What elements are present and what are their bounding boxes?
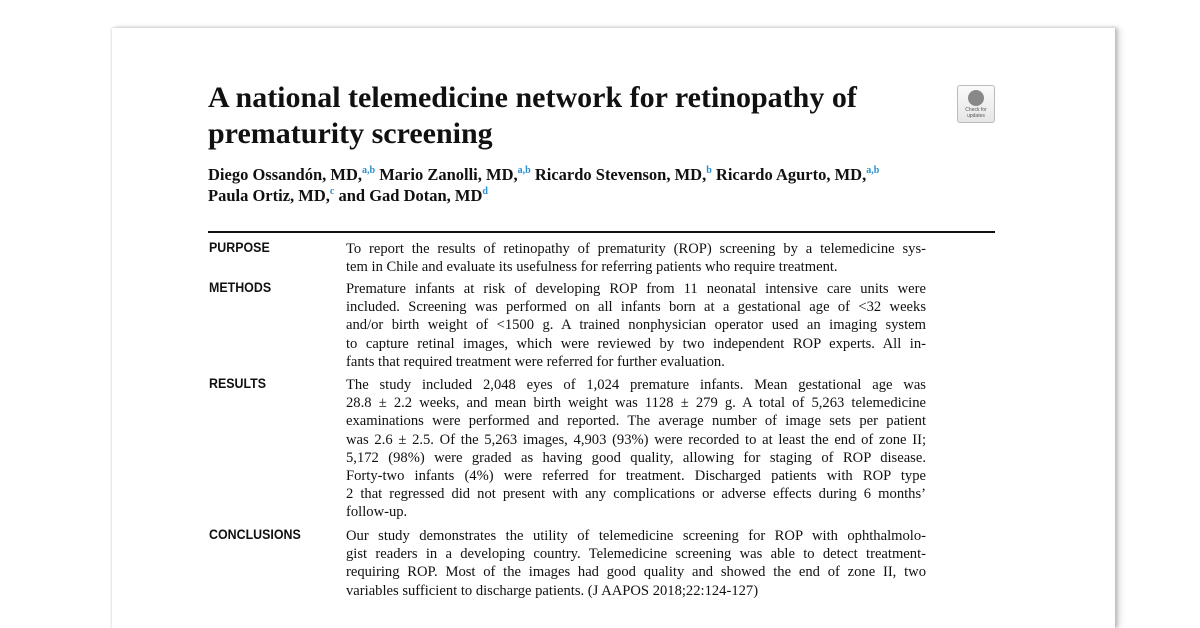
article-title: A national telemedicine network for reti…	[208, 80, 857, 152]
check-for-updates-button[interactable]: Check for updates	[957, 85, 995, 123]
title-line: prematurity screening	[208, 117, 493, 150]
text-line: follow-up.	[346, 504, 408, 521]
author: Mario Zanolli, MD,a,b	[379, 165, 531, 184]
section-text: Premature infants at risk of developing …	[346, 280, 926, 371]
section-label: PURPOSE	[209, 240, 270, 255]
divider	[208, 231, 995, 233]
text-line: gist readers in a developing country. Te…	[346, 546, 926, 563]
author: Ricardo Stevenson, MD,b	[534, 165, 712, 184]
author: Paula Ortiz, MD,c	[208, 186, 335, 205]
section-text: Our study demonstrates the utility of te…	[346, 527, 926, 600]
section-text: To report the results of retinopathy of …	[346, 240, 926, 276]
check-for-updates-icon	[968, 90, 984, 106]
text-line: and/or birth weight of <1500 g. A traine…	[346, 317, 926, 334]
section-label: CONCLUSIONS	[209, 527, 301, 542]
text-line: 28.8 ± 2.2 weeks, and mean birth weight …	[346, 395, 926, 412]
section-text: The study included 2,048 eyes of 1,024 p…	[346, 376, 926, 522]
title-line: A national telemedicine network for reti…	[208, 81, 857, 114]
paper-page	[112, 28, 1115, 628]
text-line: 5,172 (98%) were graded as having good q…	[346, 449, 926, 466]
text-line: fants that required treatment were refer…	[346, 353, 725, 370]
text-line: to capture retinal images, which were re…	[346, 335, 926, 352]
author-list: Diego Ossandón, MD,a,b Mario Zanolli, MD…	[208, 164, 879, 206]
text-line: was 2.6 ± 2.5. Of the 5,263 images, 4,90…	[346, 431, 926, 448]
author: Ricardo Agurto, MD,a,b	[715, 165, 880, 184]
text-line: Forty-two infants (4%) were referred for…	[346, 468, 926, 485]
text-line: variables sufficient to discharge patien…	[346, 582, 759, 599]
text-line: To report the results of retinopathy of …	[346, 241, 926, 257]
text-line: included. Screening was performed on all…	[346, 299, 926, 316]
text-line: requiring ROP. Most of the images had go…	[346, 564, 926, 581]
text-line: tem in Chile and evaluate its usefulness…	[346, 259, 838, 276]
text-line: 2 that regressed did not present with an…	[346, 486, 926, 503]
section-label: METHODS	[209, 280, 272, 295]
text-line: Premature infants at risk of developing …	[346, 281, 926, 297]
author: Diego Ossandón, MD,a,b	[208, 165, 376, 184]
text-line: The study included 2,048 eyes of 1,024 p…	[346, 377, 926, 393]
text-line: examinations were performed and reported…	[346, 413, 926, 430]
badge-text: Check for updates	[965, 107, 987, 119]
section-label: RESULTS	[209, 376, 267, 391]
author: and Gad Dotan, MDd	[338, 186, 488, 205]
text-line: Our study demonstrates the utility of te…	[346, 528, 926, 544]
